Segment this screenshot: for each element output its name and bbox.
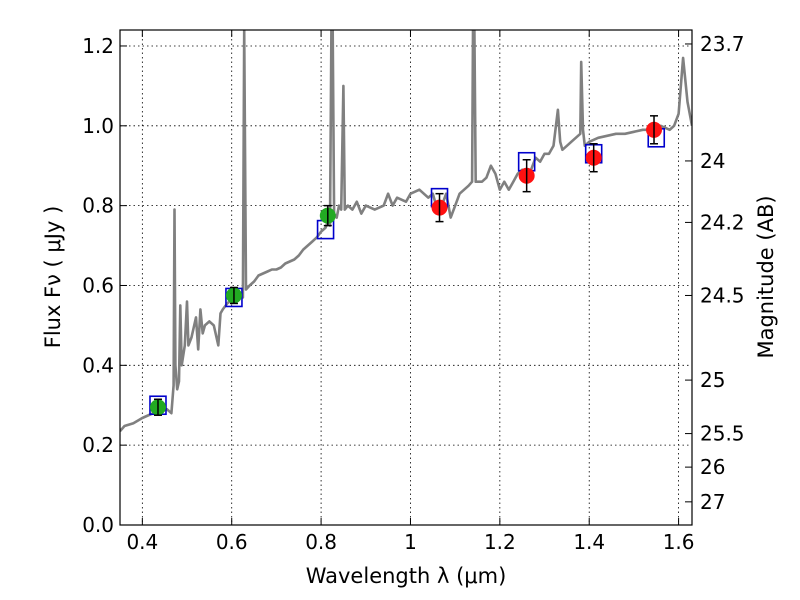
x-tick-label: 1.6 bbox=[663, 530, 695, 554]
y-tick-label: 0.0 bbox=[82, 513, 114, 537]
y-tick-label: 0.2 bbox=[82, 433, 114, 457]
spectrum-layer bbox=[120, 30, 692, 433]
right-axis-tick-label: 25.5 bbox=[700, 422, 745, 446]
x-tick-label: 1.4 bbox=[573, 530, 605, 554]
axis-ticks bbox=[120, 30, 692, 526]
tick-labels: 0.4 0.6 0.8 1 1.2 1.4 1.6 0.0 0.2 0.4 0.6 0.8 1.0 1.2… bbox=[82, 32, 744, 554]
x-tick-label: 1.2 bbox=[484, 530, 516, 554]
y-tick-label: 1.2 bbox=[82, 34, 114, 58]
y-axis-label-right: Magnitude (AB) bbox=[754, 195, 778, 358]
right-axis-tick-label: 26 bbox=[700, 455, 725, 479]
x-tick-label: 0.8 bbox=[305, 530, 337, 554]
right-axis-tick-label: 24 bbox=[700, 149, 725, 173]
y-tick-label: 0.6 bbox=[82, 273, 114, 297]
x-tick-label: 0.6 bbox=[216, 530, 248, 554]
marker-layer bbox=[149, 115, 666, 416]
x-tick-label: 0.4 bbox=[126, 530, 158, 554]
y-tick-label: 0.4 bbox=[82, 353, 114, 377]
x-axis-label: Wavelength λ (μm) bbox=[306, 564, 507, 588]
plot-frame bbox=[119, 29, 693, 526]
y-tick-label: 0.8 bbox=[82, 194, 114, 218]
right-axis-tick-label: 23.7 bbox=[700, 32, 745, 56]
y-axis-label-left: Flux Fν ( μJy ) bbox=[41, 206, 65, 349]
right-axis-tick-label: 24.2 bbox=[700, 210, 745, 234]
right-axis-tick-label: 27 bbox=[700, 490, 725, 514]
right-axis-tick-label: 24.5 bbox=[700, 283, 745, 307]
y-tick-label: 1.0 bbox=[82, 114, 114, 138]
right-axis-tick-label: 25 bbox=[700, 368, 725, 392]
spectrum-line bbox=[120, 30, 692, 433]
grid bbox=[120, 30, 692, 526]
x-tick-label: 1 bbox=[404, 530, 417, 554]
